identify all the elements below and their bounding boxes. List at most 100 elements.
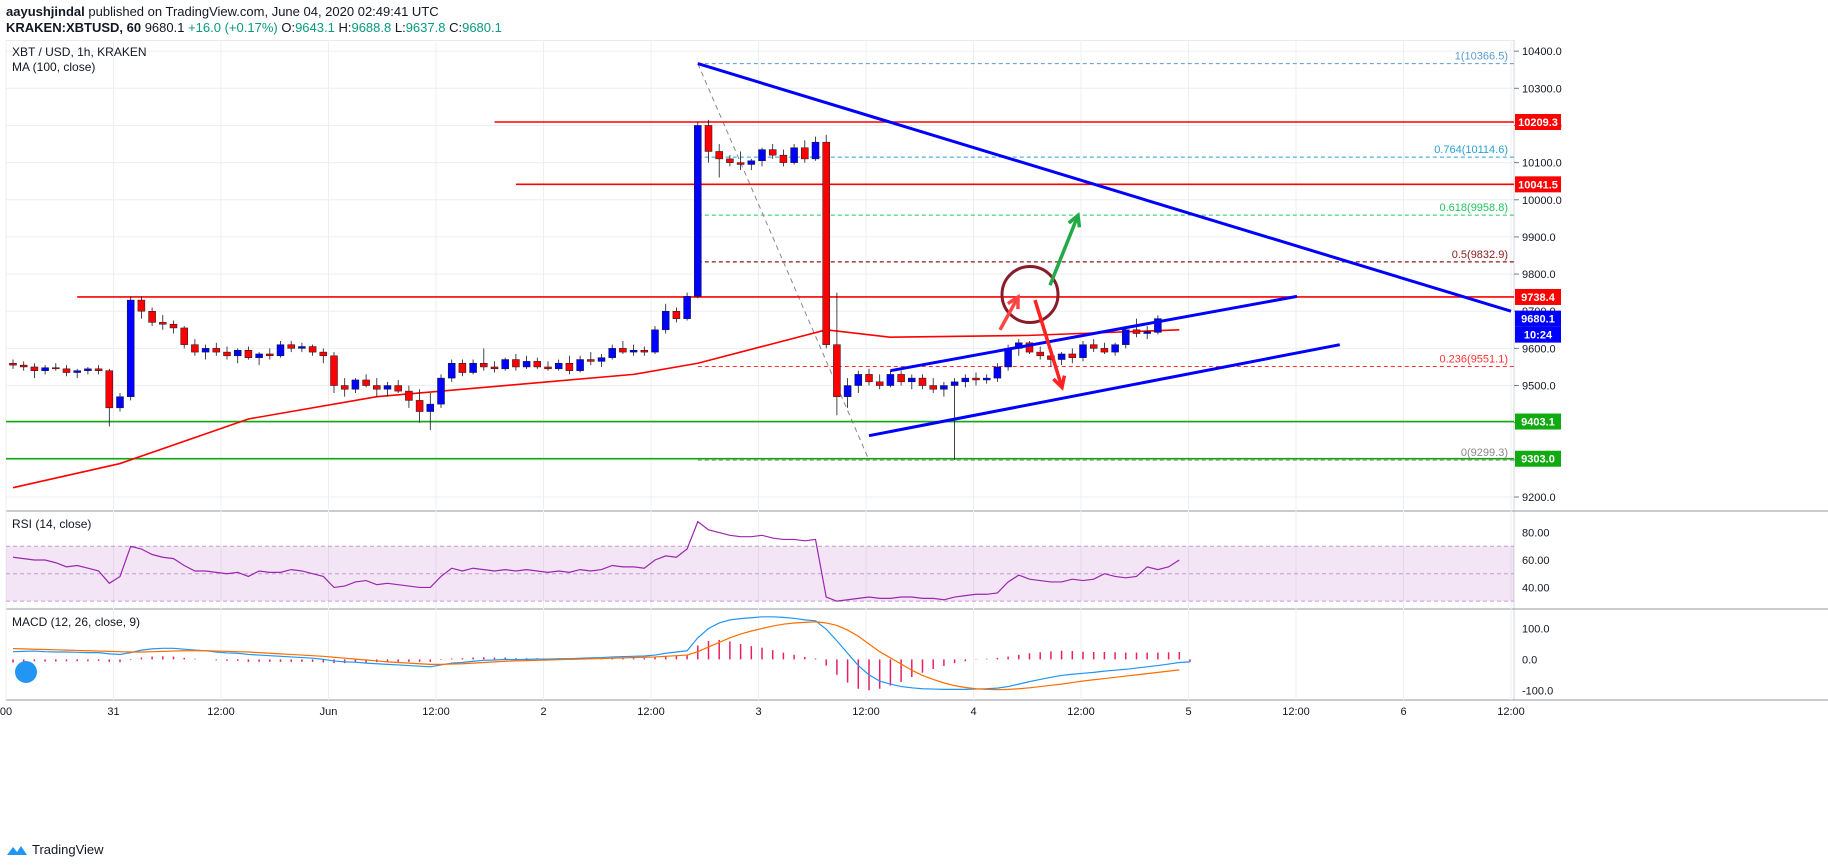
price-axis-label: 10100.0: [1522, 158, 1562, 170]
close-label: C:: [449, 20, 463, 35]
candle-body: [544, 366, 552, 370]
bullish-arrow: [1048, 214, 1080, 286]
candle-body: [490, 366, 499, 370]
last-price-tag: [1515, 310, 1561, 327]
candle-body: [201, 348, 210, 353]
candle-body: [394, 385, 402, 392]
chart-header: aayushjindal published on TradingView.co…: [6, 4, 502, 36]
high-value: 9688.8: [351, 20, 392, 35]
trend-line-channel-upper: [890, 294, 1298, 373]
fib-level-label: 0.764(10114.6): [1434, 144, 1508, 156]
candle-body: [918, 377, 927, 386]
candle-body: [287, 344, 295, 349]
candle-body: [137, 299, 146, 312]
candle-body: [736, 162, 745, 165]
candle-body: [886, 374, 895, 386]
candle-body: [822, 141, 830, 345]
candle-body: [715, 151, 723, 160]
candle-body: [961, 377, 970, 383]
candle-body: [908, 377, 916, 383]
macd-legend-label: MACD (12, 26, close, 9): [12, 615, 140, 629]
candle-body: [875, 381, 884, 386]
time-axis-label: Jun: [320, 706, 338, 718]
rsi-legend-label: RSI (14, close): [12, 517, 91, 531]
close-value: 9680.1: [462, 20, 502, 35]
candle-body: [1057, 353, 1066, 360]
candle-body: [405, 390, 413, 401]
candle-body: [52, 367, 60, 370]
symbol-label: KRAKEN:XBTUSD, 60: [6, 20, 142, 35]
high-label: H:: [338, 20, 352, 35]
candle-body: [330, 355, 338, 386]
candle-body: [768, 149, 777, 156]
candle-body: [169, 323, 178, 329]
candle-body: [1004, 348, 1012, 368]
pullback-arrow-head: [1006, 293, 1020, 310]
candle-body: [73, 370, 81, 373]
candle-body: [608, 348, 616, 358]
candle-body: [458, 362, 467, 373]
macd-axis-label: 0.0: [1522, 654, 1537, 666]
publisher-name[interactable]: aayushjindal: [6, 4, 85, 19]
candle-body: [319, 351, 328, 357]
candle-body: [683, 296, 691, 319]
level-price-label: 9303.0: [1521, 454, 1555, 466]
time-axis-label: 4: [970, 706, 976, 718]
candle-body: [801, 147, 809, 160]
level-price-tag: [1515, 450, 1561, 467]
price-axis-label: 9200.0: [1522, 492, 1556, 504]
time-axis-label: 00: [0, 706, 12, 718]
candle-body: [779, 154, 788, 163]
tv-badge-icon: [15, 661, 37, 683]
candle-body: [480, 362, 488, 368]
candle-body: [159, 322, 167, 325]
candle-body: [308, 346, 317, 353]
tradingview-logo-icon: [7, 845, 27, 855]
candle-body: [126, 299, 135, 397]
price-axis-label: 10000.0: [1522, 195, 1562, 207]
price-change: +16.0 (+0.17%): [188, 20, 278, 35]
time-axis-label: 12:00: [637, 706, 665, 718]
candle-body: [619, 348, 627, 353]
chart-canvas[interactable]: 10400.010300.010200.010100.010000.09900.…: [0, 40, 1828, 840]
time-axis-label: 12:00: [1282, 706, 1310, 718]
tradingview-brand[interactable]: TradingView: [6, 842, 104, 857]
time-axis-label: 2: [540, 706, 546, 718]
candle-body: [1068, 353, 1077, 358]
candle-body: [1036, 351, 1044, 357]
candle-body: [223, 351, 231, 357]
time-axis-label: 12:00: [852, 706, 880, 718]
candle-body: [854, 374, 863, 386]
countdown-label: 10:24: [1524, 330, 1553, 342]
candle-body: [340, 385, 349, 390]
candle-body: [1111, 344, 1119, 353]
time-axis-label: 12:00: [1067, 706, 1095, 718]
candle-body: [833, 344, 841, 397]
trend-line-descending: [697, 62, 1512, 313]
candle-body: [351, 379, 360, 390]
candle-body: [929, 385, 937, 390]
candle-body: [1025, 342, 1034, 353]
candle-body: [180, 327, 188, 345]
candle-body: [148, 310, 156, 323]
candle-body: [597, 357, 606, 362]
candle-body: [255, 353, 263, 358]
candle-body: [191, 344, 199, 353]
rsi-axis-label: 60.00: [1522, 555, 1550, 567]
published-text: published on TradingView.com, June 04, 2…: [88, 4, 439, 19]
level-price-label: 9403.1: [1521, 417, 1555, 429]
time-axis-label: 6: [1400, 706, 1406, 718]
macd-axis-label: 100.0: [1522, 624, 1550, 636]
candle-body: [522, 361, 531, 368]
price-axis-label: 9800.0: [1522, 269, 1556, 281]
macd-axis-label: -100.0: [1522, 685, 1553, 697]
candle-body: [1132, 329, 1141, 334]
rsi-axis-label: 80.00: [1522, 528, 1550, 540]
last-price-label: 9680.1: [1521, 314, 1555, 326]
candle-body: [811, 141, 820, 160]
candle-body: [982, 377, 991, 381]
candle-body: [726, 158, 734, 163]
open-value: 9643.1: [295, 20, 335, 35]
main-pane-title: XBT / USD, 1h, KRAKEN: [12, 45, 147, 59]
candle-body: [758, 149, 766, 162]
